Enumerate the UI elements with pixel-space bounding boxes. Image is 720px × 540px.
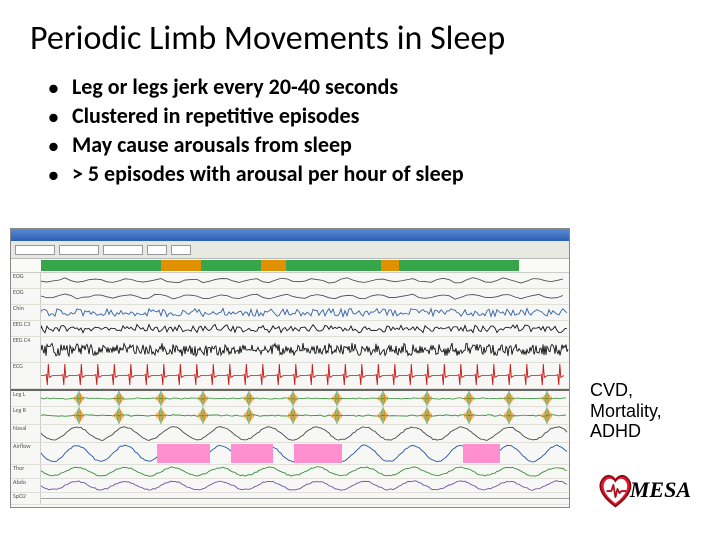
- channel-label: Airflow: [11, 443, 41, 464]
- channel-waveform: [41, 425, 569, 442]
- channel-label: EOG: [11, 273, 41, 288]
- channel-row: SpO2: [11, 493, 569, 505]
- bullet-list: ●Leg or legs jerk every 20-40 seconds●Cl…: [0, 69, 720, 197]
- channel-waveform: [41, 465, 569, 478]
- mesa-logo: MESA: [595, 465, 691, 515]
- window-toolbar: [11, 241, 569, 259]
- bullet-item: ●May cause arousals from sleep: [48, 131, 720, 158]
- channel-waveform: [41, 391, 569, 406]
- channel-row: Thor: [11, 465, 569, 479]
- toolbox: [103, 245, 143, 255]
- mesa-logo-text: MESA: [630, 477, 691, 503]
- channel-waveform: [41, 479, 569, 492]
- channel-row: ECG: [11, 363, 569, 389]
- channel-row: EEG C3: [11, 321, 569, 337]
- toolbox: [171, 245, 191, 255]
- channel-waveform: [41, 273, 569, 288]
- bullet-text: Leg or legs jerk every 20-40 seconds: [72, 73, 398, 100]
- annotation-line: ADHD: [590, 421, 662, 442]
- channel-label: Nasal: [11, 425, 41, 442]
- channel-waveform: [41, 337, 569, 362]
- polysomnogram-screenshot: EOGEOGChinEEG C3EEG C4ECGLeg LLeg RNasal…: [10, 228, 570, 508]
- epoch-hypnogram-band: [11, 259, 569, 273]
- bullet-item: ●Clustered in repetitive episodes: [48, 102, 720, 129]
- bullet-text: May cause arousals from sleep: [72, 131, 352, 158]
- channel-waveform: [41, 493, 569, 504]
- bullet-item: ●Leg or legs jerk every 20-40 seconds: [48, 73, 720, 100]
- bullet-item: ●> 5 episodes with arousal per hour of s…: [48, 160, 720, 187]
- bullet-text: > 5 episodes with arousal per hour of sl…: [72, 160, 464, 187]
- channel-row: Abdo: [11, 479, 569, 493]
- channel-label: EOG: [11, 289, 41, 304]
- channel-row: EOG: [11, 289, 569, 305]
- channel-label: ECG: [11, 363, 41, 388]
- channel-row: EOG: [11, 273, 569, 289]
- channel-row: Airflow: [11, 443, 569, 465]
- channel-label: Abdo: [11, 479, 41, 492]
- window-titlebar: [11, 229, 569, 241]
- slide-title: Periodic Limb Movements in Sleep: [0, 0, 720, 69]
- channel-label: Thor: [11, 465, 41, 478]
- toolbox: [59, 245, 99, 255]
- toolbox: [15, 245, 55, 255]
- channel-waveform: [41, 305, 569, 320]
- channel-label: EEG C4: [11, 337, 41, 362]
- bullet-dot: ●: [48, 164, 72, 186]
- bullet-dot: ●: [48, 135, 72, 157]
- channel-row: EEG C4: [11, 337, 569, 363]
- toolbox: [147, 245, 167, 255]
- channel-waveform: [41, 443, 569, 464]
- channel-label: Leg R: [11, 407, 41, 424]
- channel-waveform: [41, 407, 569, 424]
- side-annotations: CVD, Mortality, ADHD: [590, 380, 662, 442]
- bullet-dot: ●: [48, 106, 72, 128]
- bullet-dot: ●: [48, 77, 72, 99]
- channel-label: Leg L: [11, 391, 41, 406]
- channel-waveform: [41, 321, 569, 336]
- channel-row: Chin: [11, 305, 569, 321]
- channel-label: SpO2: [11, 493, 41, 504]
- channel-row: Nasal: [11, 425, 569, 443]
- channel-waveform: [41, 363, 569, 388]
- channel-row: Leg L: [11, 389, 569, 407]
- channel-row: Leg R: [11, 407, 569, 425]
- annotation-line: Mortality,: [590, 401, 662, 422]
- bullet-text: Clustered in repetitive episodes: [72, 102, 359, 129]
- channel-waveform: [41, 289, 569, 304]
- channel-label: Chin: [11, 305, 41, 320]
- channel-area: EOGEOGChinEEG C3EEG C4ECGLeg LLeg RNasal…: [11, 273, 569, 505]
- channel-label: EEG C3: [11, 321, 41, 336]
- annotation-line: CVD,: [590, 380, 662, 401]
